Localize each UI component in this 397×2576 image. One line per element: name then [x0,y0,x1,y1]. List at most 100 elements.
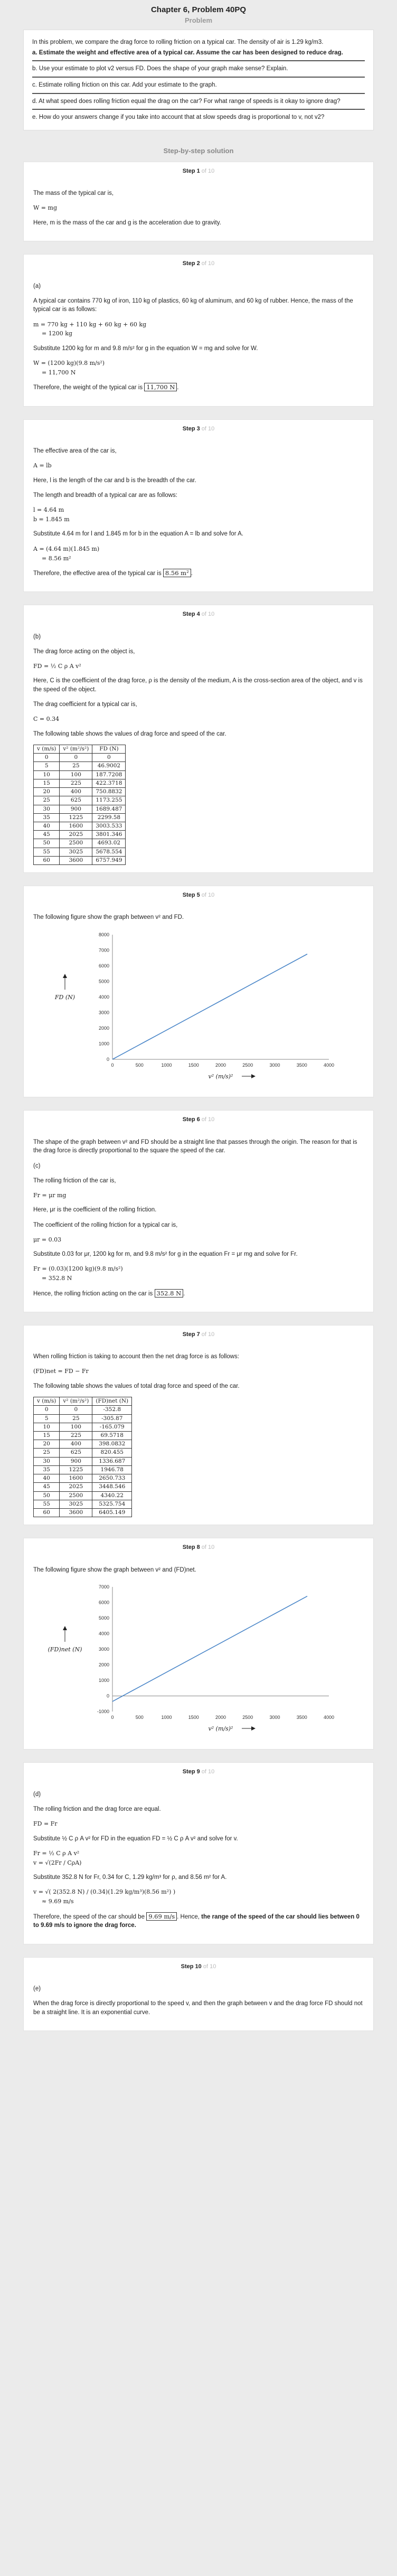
x-axis-label: v² (m/s)² [209,1073,233,1080]
table-row: 45 2025 3448.546 [33,1482,133,1492]
table-header: v² (m²/s²) [59,1397,93,1406]
x-tick-label: 1000 [161,1715,172,1720]
y-tick-label: 3000 [99,1647,109,1652]
step-text: When the drag force is directly proporti… [33,2000,363,2016]
divider [32,60,365,62]
step-3-card: Step 3 of 10 The effective area of the c… [23,419,374,593]
table-cell: 225 [59,1431,93,1441]
table-cell: 900 [59,1456,93,1466]
table-cell: 3025 [59,1499,93,1509]
table-row: 35 1225 2299.58 [33,813,126,822]
table-cell: 40 [33,1474,60,1483]
table-cell: 15 [33,1431,60,1441]
step-5-card: Step 5 of 10 The following figure show t… [23,886,374,1098]
x-tick-label: 500 [136,1063,144,1068]
table-cell: 1225 [59,813,93,822]
table-cell: 100 [59,770,93,779]
equation: v = √(2Fr / CρA) [33,1859,82,1866]
table-row: 10 100 187.7208 [33,770,126,779]
table-cell: 2025 [59,830,93,840]
problem-card: In this problem, we compare the drag for… [23,30,374,131]
equation: FD = Fr [33,1820,58,1828]
part-label: (c) [33,1162,41,1169]
table-cell: -165.079 [92,1422,133,1432]
table-row: 60 3600 6757.949 [33,855,126,866]
table-cell: 40 [33,821,60,831]
step-title: Step 2 of 10 [182,260,215,267]
table-row: 5 25 46.9002 [33,761,126,771]
step-9-card: Step 9 of 10 (d) The rolling friction an… [23,1762,374,1944]
table-cell: 2299.58 [92,813,126,822]
table-cell: 625 [59,796,93,805]
series-line [112,953,308,1060]
equation: (FD)net = FD − Fr [33,1368,89,1375]
step-1-card: Step 1 of 10 The mass of the typical car… [23,161,374,242]
table-header: v² (m²/s²) [59,744,93,754]
x-axis-arrowhead [251,1074,256,1078]
step-conclusion: Therefore, the effective area of the typ… [33,568,193,577]
table-row: 50 2500 4693.02 [33,839,126,848]
table-cell: 3600 [59,1508,93,1518]
problem-label: Problem [184,16,212,24]
table-cell: 4693.02 [92,839,126,848]
divider [32,109,365,110]
y-tick-label: 2000 [99,1662,109,1667]
problem-part-a: a. Estimate the weight and effective are… [32,49,343,56]
answer-box: 8.56 m² [163,568,191,577]
step-title: Step 9 of 10 [182,1769,215,1775]
drag-force-chart: 0 1000 2000 3000 4000 5000 6000 7000 8000 0 500 100… [54,932,334,1080]
y-tick-label: 6000 [99,1600,109,1605]
net-drag-table: v (m/s) v² (m²/s²) (FD)net (N) 0 0 -352.8 5… [33,1397,133,1518]
x-tick-label: 2500 [242,1715,253,1720]
step-text: The drag coefficient for a typical car i… [33,701,137,708]
table-cell: 1600 [59,1474,93,1483]
step-text: When rolling friction is taking to accou… [33,1353,239,1360]
table-header: v (m/s) [33,1397,60,1406]
equation: A = lb [33,462,52,469]
table-cell: 0 [92,753,126,763]
step-text: Substitute 352.8 N for Fr, 0.34 for C, 1… [33,1874,227,1881]
table-row: 0 0 -352.8 [33,1405,133,1415]
equation: = 352.8 N [42,1275,72,1282]
table-cell: 15 [33,778,60,788]
table-cell: -352.8 [92,1405,133,1415]
step-title: Step 5 of 10 [182,892,215,899]
step-title: Step 8 of 10 [182,1544,215,1551]
table-cell: 1946.78 [92,1465,133,1475]
step-text: Substitute ½ C ρ A v² for FD in the equa… [33,1835,238,1842]
part-label: (e) [33,1986,41,1992]
step-text: The effective area of the car is, [33,448,117,455]
problem-part-b: b. Use your estimate to plot v2 versus F… [32,65,288,72]
table-row: 25 625 1173.255 [33,796,126,805]
table-cell: 55 [33,1499,60,1509]
table-cell: 20 [33,1440,60,1449]
table-cell: 69.5718 [92,1431,133,1441]
table-row: 15 225 69.5718 [33,1431,133,1441]
equation: W = (1200 kg)(9.8 m/s²) [33,360,105,367]
table-cell: 422.3718 [92,778,126,788]
step-title: Step 7 of 10 [182,1331,215,1338]
step-8-card: Step 8 of 10 The following figure show t… [23,1538,374,1750]
y-tick-label: 8000 [99,932,109,937]
problem-part-e: e. How do your answers change if you tak… [32,114,325,121]
step-text: The mass of the typical car is, [33,190,114,197]
step-4-card: Step 4 of 10 (b) The drag force acting o… [23,605,374,873]
equation: W = mg [33,204,57,212]
x-tick-label: 2000 [215,1715,226,1720]
step-text: The following figure show the graph betw… [33,914,184,921]
x-tick-label: 1000 [161,1063,172,1068]
x-tick-label: 3000 [269,1063,280,1068]
equation: = 11,700 N [42,369,76,377]
answer-box: 9.69 m/s [146,1912,177,1921]
step-text: The drag force acting on the object is, [33,648,135,655]
table-cell: 2025 [59,1482,93,1492]
table-header: (FD)net (N) [92,1397,133,1406]
step-text: Here, μr is the coefficient of the rolli… [33,1207,157,1214]
equation: m = 770 kg + 110 kg + 60 kg + 60 kg [33,321,147,328]
table-cell: 625 [59,1448,93,1458]
table-cell: 2500 [59,839,93,848]
table-cell: 225 [59,778,93,788]
table-cell: 400 [59,1440,93,1449]
equation: FD = ½ C ρ A v² [33,662,81,670]
equation: l = 4.64 m [33,506,64,514]
